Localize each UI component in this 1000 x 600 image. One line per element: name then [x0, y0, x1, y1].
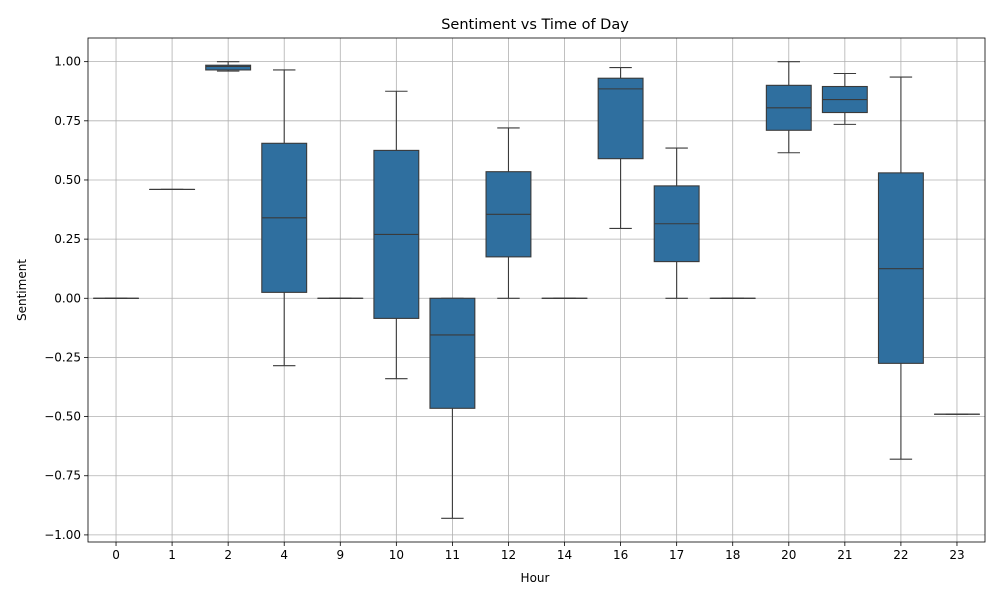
x-tick-label: 2: [224, 548, 232, 562]
y-axis-label: Sentiment: [15, 259, 29, 321]
x-axis-label: Hour: [521, 571, 550, 585]
x-axis-ticks: 0 1 2 4 9 10 11 12 14 16 17 18 20 21 22 23: [112, 542, 965, 562]
x-tick-label: 21: [837, 548, 852, 562]
box-hour-17: [653, 147, 700, 299]
x-tick-label: 10: [389, 548, 404, 562]
box-hour-12: [485, 127, 532, 299]
x-tick-label: 11: [445, 548, 460, 562]
iqr-box: [877, 172, 924, 364]
y-tick-label: −1.00: [44, 528, 81, 542]
x-tick-label: 9: [336, 548, 344, 562]
box-hour-10: [373, 90, 420, 380]
y-tick-label: −0.75: [44, 469, 81, 483]
iqr-box: [429, 297, 476, 409]
iqr-box: [597, 77, 644, 160]
y-tick-label: 0.75: [54, 114, 81, 128]
box-hour-4: [261, 69, 308, 367]
box-hour-16: [597, 67, 644, 230]
y-tick-label: −0.50: [44, 410, 81, 424]
chart-title: Sentiment vs Time of Day: [441, 17, 629, 33]
box-hour-22: [877, 76, 924, 460]
box-hour-20: [765, 61, 812, 154]
iqr-box: [205, 64, 252, 71]
x-tick-label: 12: [501, 548, 516, 562]
box-hour-2: [205, 61, 252, 72]
y-tick-label: −0.25: [44, 350, 81, 364]
x-tick-label: 0: [112, 548, 120, 562]
x-tick-label: 4: [280, 548, 288, 562]
y-tick-label: 0.50: [54, 173, 81, 187]
y-tick-label: 0.00: [54, 291, 81, 305]
y-tick-label: 0.25: [54, 232, 81, 246]
box-hour-11: [429, 297, 476, 519]
box-hour-21: [821, 72, 868, 125]
x-tick-label: 17: [669, 548, 684, 562]
y-tick-label: 1.00: [54, 55, 81, 69]
plot-area-frame: [87, 37, 986, 543]
x-tick-label: 22: [893, 548, 908, 562]
x-tick-label: 1: [168, 548, 176, 562]
boxes: [93, 61, 980, 519]
x-tick-label: 16: [613, 548, 628, 562]
x-tick-label: 18: [725, 548, 740, 562]
x-tick-label: 23: [949, 548, 964, 562]
x-tick-label: 14: [557, 548, 572, 562]
y-axis-ticks: −1.00 −0.75 −0.50 −0.25 0.00 0.25 0.50 0.75 1.00: [44, 55, 88, 542]
x-tick-label: 20: [781, 548, 796, 562]
